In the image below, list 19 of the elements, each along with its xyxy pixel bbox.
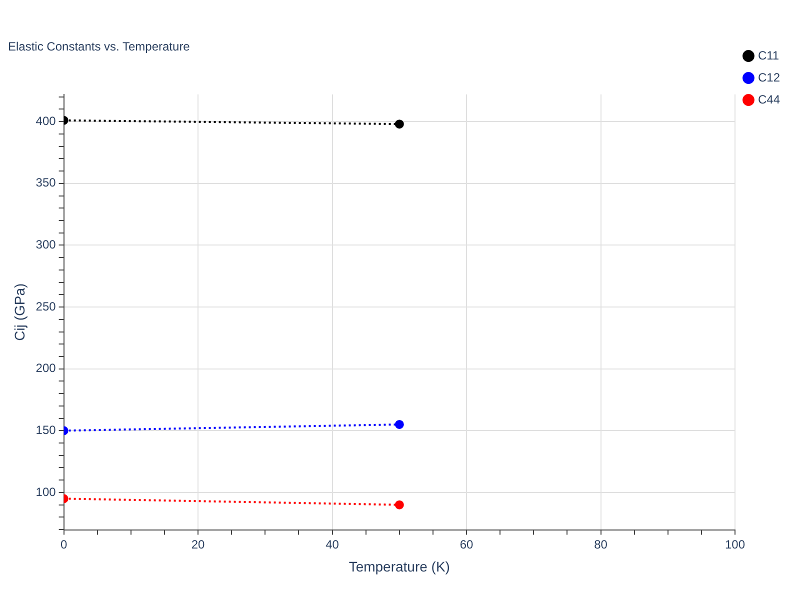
legend-label: C44	[758, 92, 780, 106]
y-tick-label: 350	[36, 176, 56, 190]
y-tick-label: 150	[36, 422, 56, 437]
x-axis-title: Temperature (K)	[348, 558, 450, 574]
y-tick-label: 250	[36, 299, 56, 314]
chart-title: Elastic Constants vs. Temperature	[8, 40, 190, 54]
x-tick-label: 0	[60, 537, 68, 552]
legend-label: C11	[758, 48, 780, 62]
x-tick-label: 80	[594, 537, 608, 552]
x-tick-label: 60	[460, 537, 474, 552]
legend-label: C12	[758, 70, 780, 84]
y-tick-label: 200	[36, 361, 56, 376]
y-tick-label: 400	[36, 114, 56, 128]
y-tick-label: 100	[36, 484, 56, 499]
y-tick-label: 300	[36, 238, 56, 252]
y-axis-title: Cij (GPa)	[11, 283, 28, 341]
x-tick-label: 40	[326, 537, 340, 552]
x-tick-label: 100	[724, 537, 746, 552]
x-tick-label: 20	[191, 537, 206, 552]
